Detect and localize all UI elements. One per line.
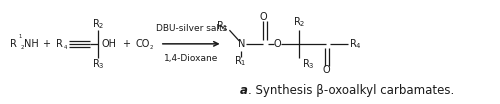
Text: DBU-silver salts: DBU-silver salts	[156, 24, 227, 33]
Text: +: +	[42, 39, 50, 49]
Text: R: R	[10, 39, 17, 49]
Text: O: O	[274, 39, 281, 49]
Text: $_{2}$: $_{2}$	[149, 43, 154, 52]
Text: R$_3$: R$_3$	[92, 58, 104, 71]
Text: $_{2}$: $_{2}$	[20, 43, 24, 52]
Text: 1,4-Dioxane: 1,4-Dioxane	[164, 54, 218, 63]
Text: O: O	[322, 65, 330, 75]
Text: R$_3$: R$_3$	[302, 58, 314, 71]
Text: NH: NH	[24, 39, 38, 49]
Text: R$_1$: R$_1$	[216, 19, 229, 33]
Text: $_{4}$: $_{4}$	[63, 43, 68, 52]
Text: +: +	[122, 39, 130, 49]
Text: O: O	[260, 12, 268, 22]
Text: R: R	[56, 39, 63, 49]
Text: R$_2$: R$_2$	[293, 15, 305, 29]
Text: R$_1$: R$_1$	[234, 55, 246, 68]
Text: a: a	[240, 84, 248, 97]
Text: R$_4$: R$_4$	[349, 37, 362, 51]
Text: . Synthesis β-oxoalkyl carbamates.: . Synthesis β-oxoalkyl carbamates.	[248, 84, 454, 97]
Text: CO: CO	[136, 39, 149, 49]
Text: R$_2$: R$_2$	[92, 17, 104, 31]
Text: OH: OH	[101, 39, 116, 49]
Text: N: N	[238, 39, 246, 49]
Text: $^{1}$: $^{1}$	[18, 33, 22, 42]
